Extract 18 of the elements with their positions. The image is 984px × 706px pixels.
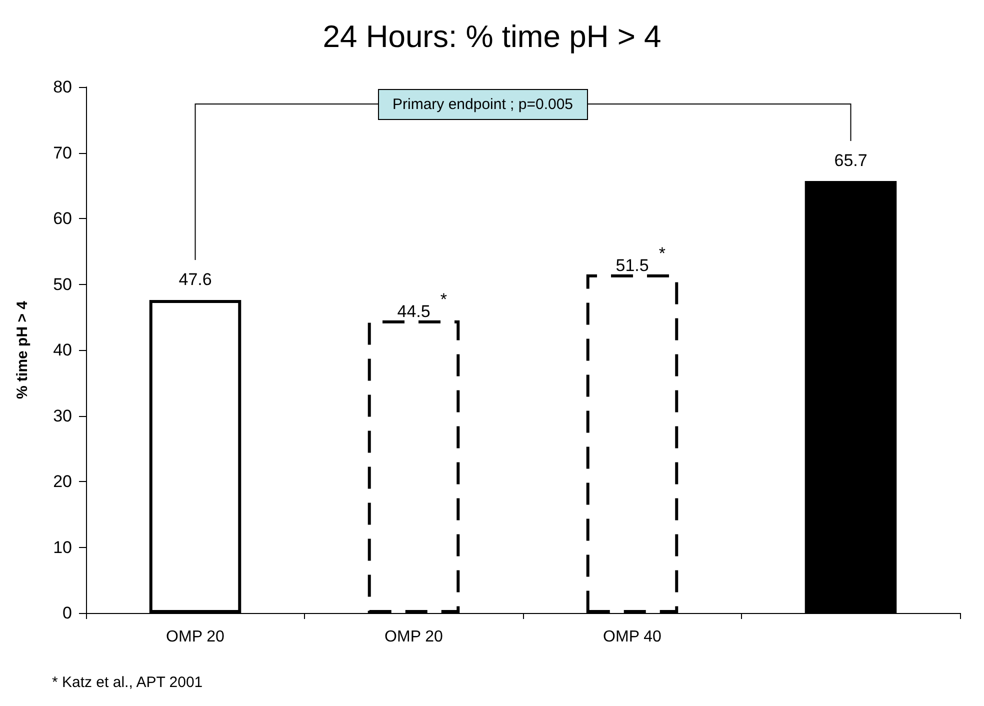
text: * Katz et al., APT 2001: [52, 674, 203, 691]
x-tick-label: OMP 40: [603, 628, 662, 646]
y-tick-label: 0: [62, 604, 72, 622]
y-tick-label: 60: [53, 209, 72, 228]
data-label: 65.7: [834, 151, 868, 172]
y-axis-title: % time pH > 4: [14, 300, 31, 399]
y-tick-label: 50: [53, 274, 72, 294]
y-tick-label: 30: [53, 406, 72, 426]
x-tick-label: OMP 20: [166, 628, 225, 646]
y-tick-label: 80: [53, 78, 72, 96]
y-tick-label: 10: [53, 538, 72, 557]
annotation: Primary endpoint ; p=0.005: [378, 88, 588, 120]
data-label: 47.6: [178, 270, 212, 290]
y-tick-label: 20: [53, 472, 72, 491]
chart-title: 24 Hours: % time pH > 4: [322, 19, 662, 54]
y-tick-label: 70: [53, 143, 72, 162]
y-tick-label: 40: [53, 340, 72, 360]
x-tick-label: OMP 20: [384, 628, 444, 646]
